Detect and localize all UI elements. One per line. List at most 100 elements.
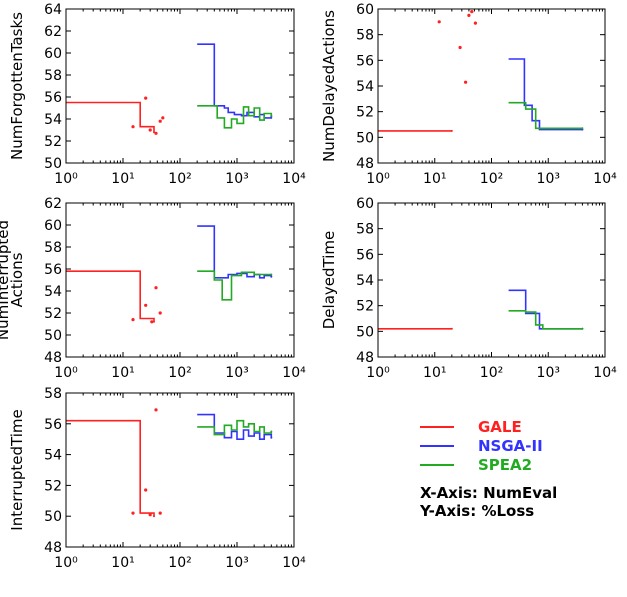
y-tick-label: 54 xyxy=(356,79,374,95)
x-tick-label: 10⁴ xyxy=(282,171,306,187)
plot-frame xyxy=(65,392,295,548)
data-point-gale-0 xyxy=(437,20,441,24)
x-tick-label: 10⁰ xyxy=(54,555,78,571)
series-line-gale xyxy=(66,419,155,517)
y-axis-label: DelayedTime xyxy=(320,231,338,329)
series-line-nsga-ii xyxy=(508,58,583,131)
plot-area xyxy=(378,289,584,330)
subplot-delayedtime: 10⁰ 10¹ 10² 10³ 10⁴ 48 50 52 54 56 58 60 DelayedTime xyxy=(320,196,617,381)
y-tick-label: 62 xyxy=(44,24,62,40)
subplot-numforgottentasks: 10⁰ 10¹ 10² 10³ 10⁴ 50 52 54 56 58 60 62 64 NumForgot… xyxy=(8,2,306,187)
series-end-spea2 xyxy=(270,430,273,433)
plot-frame xyxy=(377,202,606,358)
y-tick-label: 48 xyxy=(356,156,374,172)
series-line-gale xyxy=(66,101,155,133)
legend-entry-nsga2: NSGA-II xyxy=(420,437,620,456)
legend: GALE NSGA-II SPEA2 X-Axis: NumEval Y-Axi… xyxy=(420,418,620,520)
data-point-gale-3 xyxy=(154,408,158,412)
y-tick-label: 54 xyxy=(356,273,374,289)
x-tick-label: 10¹ xyxy=(423,171,446,187)
data-point-gale-3 xyxy=(154,286,158,290)
plot-area xyxy=(66,43,273,135)
x-tick-label: 10⁰ xyxy=(366,171,390,187)
x-axis-note: X-Axis: NumEval xyxy=(420,484,558,502)
y-tick-label: 54 xyxy=(44,448,62,464)
y-tick-label: 58 xyxy=(356,222,374,238)
legend-entry-spea2: SPEA2 xyxy=(420,456,620,475)
data-point-gale-3 xyxy=(154,131,158,135)
x-tick-label: 10¹ xyxy=(423,365,446,381)
x-tick-label: 10⁴ xyxy=(282,365,306,381)
y-tick-label: 60 xyxy=(44,218,62,234)
x-tick-label: 10³ xyxy=(225,365,248,381)
y-tick-label: 50 xyxy=(44,156,62,172)
y-tick-label: 56 xyxy=(356,247,374,263)
y-tick-label: 60 xyxy=(356,2,374,18)
series-line-nsga-ii xyxy=(197,43,273,119)
series-end-gale xyxy=(153,131,155,134)
legend-swatch-spea2 xyxy=(420,464,454,466)
legend-entry-gale: GALE xyxy=(420,418,620,437)
y-tick-label: 52 xyxy=(44,306,62,322)
x-tick-label: 10³ xyxy=(537,171,560,187)
data-point-gale-0 xyxy=(131,125,135,129)
legend-label-nsga2: NSGA-II xyxy=(478,437,543,455)
x-tick-label: 10² xyxy=(168,555,191,571)
series-end-spea2 xyxy=(581,127,584,130)
y-tick-label: 52 xyxy=(356,299,374,315)
y-tick-label: 60 xyxy=(356,196,374,212)
x-tick-label: 10¹ xyxy=(111,365,134,381)
data-point-gale-0 xyxy=(131,318,135,322)
series-line-spea2 xyxy=(508,101,583,130)
y-tick-label: 60 xyxy=(44,46,62,62)
y-tick-label: 56 xyxy=(44,262,62,278)
y-axis-label: InterruptedTime xyxy=(8,409,26,530)
x-tick-label: 10³ xyxy=(225,555,248,571)
series-line-nsga-ii xyxy=(197,225,273,279)
y-axis-label: NumInterrupted xyxy=(0,220,12,340)
legend-label-gale: GALE xyxy=(478,418,522,436)
plot-frame xyxy=(65,202,295,358)
data-point-gale-2 xyxy=(148,128,152,132)
x-tick-label: 10² xyxy=(168,171,191,187)
data-point-gale-2 xyxy=(148,513,152,517)
series-line-spea2 xyxy=(197,105,273,129)
legend-swatch-nsga2 xyxy=(420,445,454,447)
y-tick-label: 58 xyxy=(44,240,62,256)
y-tick-label: 58 xyxy=(44,386,62,402)
y-tick-label: 48 xyxy=(44,540,62,556)
x-tick-label: 10⁰ xyxy=(54,171,78,187)
y-tick-label: 50 xyxy=(356,130,374,146)
y-tick-label: 58 xyxy=(356,28,374,44)
series-end-nsga-ii xyxy=(270,275,273,278)
y-tick-label: 52 xyxy=(356,105,374,121)
y-tick-label: 48 xyxy=(44,350,62,366)
series-end-gale xyxy=(153,515,155,518)
y-tick-label: 50 xyxy=(44,509,62,525)
plot-frame xyxy=(377,8,606,164)
x-tick-label: 10⁴ xyxy=(593,365,617,381)
x-tick-label: 10⁴ xyxy=(593,171,617,187)
y-tick-label: 52 xyxy=(44,134,62,150)
data-point-gale-1 xyxy=(144,96,148,100)
series-end-nsga-ii xyxy=(270,436,273,439)
plot-frame xyxy=(65,8,295,164)
series-end-gale xyxy=(153,320,155,323)
legend-swatch-gale xyxy=(420,426,454,428)
x-tick-label: 10⁰ xyxy=(366,365,390,381)
x-tick-label: 10¹ xyxy=(111,555,134,571)
x-tick-label: 10¹ xyxy=(111,171,134,187)
x-tick-label: 10² xyxy=(480,171,503,187)
data-point-gale-5 xyxy=(161,116,165,120)
y-tick-label: 58 xyxy=(44,68,62,84)
series-end-spea2 xyxy=(581,327,584,330)
y-tick-label: 62 xyxy=(44,196,62,212)
series-line-spea2 xyxy=(197,270,272,301)
series-end-gale xyxy=(450,129,453,132)
y-tick-label: 56 xyxy=(356,53,374,69)
x-tick-label: 10² xyxy=(168,365,191,381)
subplot-numdelayedactions: 10⁰ 10¹ 10² 10³ 10⁴ 48 50 52 54 56 58 60 NumDelayedA… xyxy=(320,2,617,187)
y-tick-label: 54 xyxy=(44,112,62,128)
y-tick-label: 48 xyxy=(356,350,374,366)
